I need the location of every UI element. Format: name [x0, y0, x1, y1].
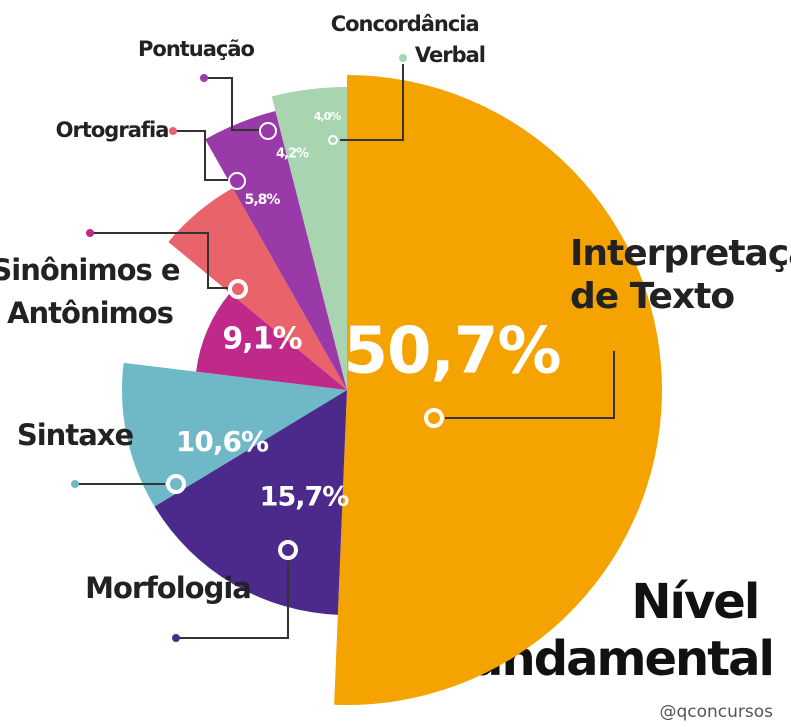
- pie-slice: [196, 293, 347, 390]
- value-label: 4,0%: [314, 110, 341, 123]
- leader-line: [340, 64, 404, 141]
- leader-ring: [166, 474, 186, 494]
- value-label: 50,7%: [343, 315, 560, 389]
- pie-slice: [122, 362, 348, 507]
- category-label: Morfologia: [85, 571, 251, 605]
- value-label: 5,8%: [245, 192, 281, 208]
- pie-slice: [168, 188, 347, 390]
- leader-dot: [399, 54, 407, 62]
- value-label: 4,2%: [276, 147, 309, 162]
- leader-dot: [200, 74, 208, 82]
- leader-dot: [169, 127, 177, 135]
- category-label: Pontuação: [138, 37, 255, 61]
- leader-line: [176, 561, 289, 639]
- leader-line: [90, 232, 228, 289]
- value-label: 9,1%: [222, 322, 302, 357]
- leader-line: [204, 77, 262, 131]
- category-label: Ortografia: [56, 118, 169, 142]
- value-label: 10,6%: [176, 425, 269, 458]
- leader-dot: [86, 229, 94, 237]
- chart-subtitle: @qconcursos: [659, 702, 773, 722]
- value-label: 15,7%: [260, 482, 350, 513]
- leader-dot: [610, 343, 618, 351]
- leader-ring: [259, 122, 277, 140]
- pie-slice: [271, 87, 347, 390]
- pie-slice: [205, 111, 347, 390]
- slices: [122, 75, 663, 706]
- category-label: Concordância Verbal: [331, 12, 485, 67]
- leader-line: [173, 130, 230, 181]
- category-label: Sinônimos e Antônimos: [0, 253, 189, 330]
- leader-dot: [172, 634, 180, 642]
- leader-ring: [278, 540, 298, 560]
- category-label: Sintaxe: [17, 418, 134, 452]
- leader-ring: [228, 172, 246, 190]
- leader-ring: [424, 408, 444, 428]
- leader-ring: [328, 135, 338, 145]
- category-label: Interpretação de Texto: [570, 233, 791, 317]
- leader-dot: [71, 480, 79, 488]
- pie-slice: [334, 75, 663, 706]
- pie-slice: [154, 390, 347, 615]
- leader-ring: [228, 279, 248, 299]
- leader-line: [445, 347, 615, 419]
